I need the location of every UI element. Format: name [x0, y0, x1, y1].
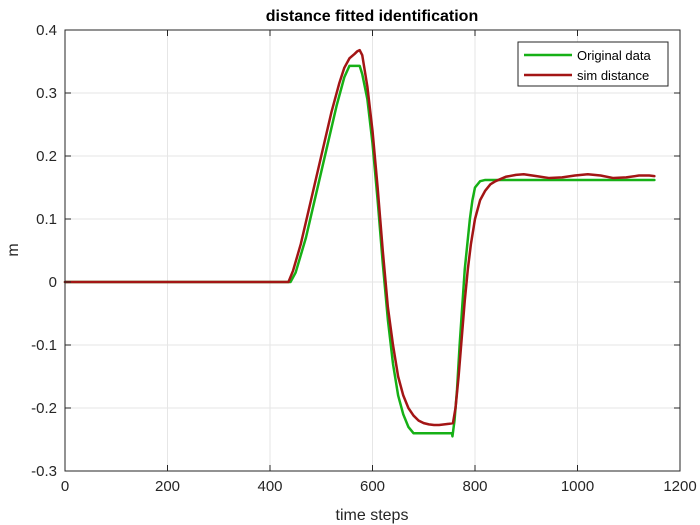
y-axis-ticks: -0.3 -0.2 -0.1 0 0.1 0.2 0.3 0.4	[31, 22, 680, 480]
series-layer	[63, 48, 656, 438]
y-tick-label: 0.4	[36, 22, 57, 39]
y-tick-label: -0.1	[31, 337, 57, 354]
y-tick-label: -0.3	[31, 463, 57, 480]
x-tick-label: 800	[462, 478, 487, 495]
x-tick-label: 400	[257, 478, 282, 495]
x-axis-ticks: 0 200 400 600 800 1000 1200	[61, 30, 697, 495]
x-tick-label: 1000	[561, 478, 594, 495]
legend-label-sim-distance: sim distance	[577, 68, 649, 83]
y-tick-label: 0	[49, 274, 57, 291]
legend: Original data sim distance	[517, 41, 669, 87]
x-tick-label: 1200	[663, 478, 696, 495]
x-axis-label: time steps	[336, 507, 409, 524]
y-axis-label: m	[5, 243, 22, 256]
chart-title: distance fitted identification	[266, 8, 478, 25]
x-tick-label: 200	[155, 478, 180, 495]
y-tick-label: 0.2	[36, 148, 57, 165]
y-tick-label: 0.3	[36, 85, 57, 102]
x-tick-label: 0	[61, 478, 69, 495]
series-line-sim-distance	[63, 48, 656, 427]
y-tick-label: -0.2	[31, 400, 57, 417]
x-tick-label: 600	[360, 478, 385, 495]
legend-box	[517, 41, 669, 87]
legend-label-original-data: Original data	[577, 48, 651, 63]
y-tick-label: 0.1	[36, 211, 57, 228]
series-line-original-data	[63, 64, 656, 438]
